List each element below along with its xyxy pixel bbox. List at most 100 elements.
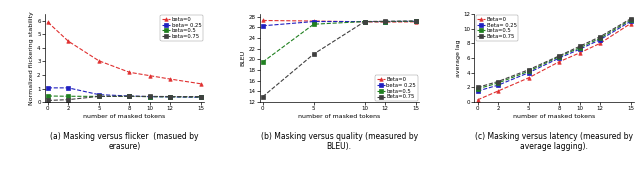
Y-axis label: Normalized flickering stability: Normalized flickering stability: [29, 11, 35, 105]
Beta=0: [310, 20, 317, 22]
beta=0: [197, 83, 205, 85]
beta= 0.25: [146, 96, 154, 98]
Beta=0: [596, 42, 604, 45]
Text: (a) Masking versus flicker  (masued by
erasure): (a) Masking versus flicker (masued by er…: [50, 132, 198, 151]
beta=0.5: [310, 23, 317, 25]
Line: beta= 0.25: beta= 0.25: [261, 20, 417, 28]
beta= 0.25: [166, 96, 174, 98]
X-axis label: number of masked tokens: number of masked tokens: [513, 114, 595, 119]
beta= 0.25: [259, 25, 266, 27]
beta=0.5: [576, 47, 584, 49]
Beta=0.75: [361, 20, 369, 23]
beta=0.5: [361, 20, 369, 23]
beta= 0.25: [310, 20, 317, 23]
beta=0.5: [44, 95, 52, 97]
Line: Beta=0.75: Beta=0.75: [261, 19, 417, 99]
beta=0.5: [381, 20, 389, 23]
beta=0.5: [596, 37, 604, 39]
Beta=0.75: [576, 45, 584, 47]
beta=0.5: [197, 96, 205, 98]
beta=0.5: [627, 19, 634, 21]
beta=0.5: [556, 56, 563, 58]
Line: beta=0.75: beta=0.75: [46, 95, 203, 102]
beta= 0.25: [197, 96, 205, 98]
beta=0.75: [125, 95, 133, 97]
Beta=0.75: [525, 69, 532, 71]
Beta=0: [627, 23, 634, 25]
Legend: Beta=0, beta= 0.25, beta=0.5, Beta=0.75: Beta=0, beta= 0.25, beta=0.5, Beta=0.75: [375, 76, 418, 101]
beta=0.75: [197, 96, 205, 98]
Line: Beta=0: Beta=0: [476, 22, 632, 102]
Line: Beta=0.75: Beta=0.75: [476, 17, 632, 89]
Y-axis label: average lag: average lag: [456, 39, 461, 77]
Beta=0: [525, 77, 532, 79]
Line: beta=0: beta=0: [46, 20, 203, 86]
Beta=0: [381, 21, 389, 23]
beta=0: [44, 21, 52, 23]
Beta=0.75: [381, 20, 389, 22]
Text: (c) Masking versus latency (measured by
average lagging).: (c) Masking versus latency (measured by …: [475, 132, 633, 151]
Beta= 0.25: [474, 90, 481, 92]
beta=0: [166, 78, 174, 80]
Beta= 0.25: [494, 84, 502, 86]
Line: Beta=0: Beta=0: [261, 19, 417, 24]
Beta=0: [556, 61, 563, 63]
beta=0.75: [166, 95, 174, 98]
beta=0.5: [125, 95, 133, 98]
beta= 0.25: [361, 20, 369, 23]
Beta=0: [474, 99, 481, 101]
beta=0.5: [259, 61, 266, 63]
beta= 0.25: [65, 87, 72, 89]
beta=0: [95, 60, 102, 62]
beta=0.75: [95, 95, 102, 98]
beta= 0.25: [381, 20, 389, 23]
Text: (b) Masking versus quality (measured by
BLEU).: (b) Masking versus quality (measured by …: [260, 132, 418, 151]
beta=0.5: [146, 96, 154, 98]
Beta=0: [361, 21, 369, 23]
Legend: beta=0, beta= 0.25, beta=0.5, beta=0.75: beta=0, beta= 0.25, beta=0.5, beta=0.75: [161, 15, 203, 41]
beta= 0.25: [412, 20, 420, 22]
beta=0: [65, 40, 72, 42]
Beta=0.75: [474, 86, 481, 89]
Line: beta=0.5: beta=0.5: [261, 20, 417, 64]
beta=0.75: [146, 95, 154, 98]
beta=0.5: [525, 70, 532, 72]
Line: beta=0.5: beta=0.5: [46, 94, 203, 99]
Line: beta=0.5: beta=0.5: [476, 18, 632, 91]
Beta=0.75: [556, 55, 563, 57]
beta= 0.25: [95, 94, 102, 96]
Beta= 0.25: [596, 39, 604, 41]
beta= 0.25: [44, 87, 52, 89]
beta=0.75: [65, 99, 72, 101]
beta=0.5: [474, 88, 481, 90]
Beta= 0.25: [576, 48, 584, 50]
Beta=0: [259, 19, 266, 21]
Beta=0.75: [310, 53, 317, 55]
Line: Beta= 0.25: Beta= 0.25: [476, 20, 632, 93]
Beta=0.75: [259, 96, 266, 98]
Y-axis label: BLEU: BLEU: [241, 50, 246, 66]
Beta= 0.25: [556, 57, 563, 59]
beta=0.5: [65, 95, 72, 97]
beta=0.5: [494, 82, 502, 84]
Beta=0: [576, 52, 584, 54]
Line: beta= 0.25: beta= 0.25: [46, 86, 203, 99]
Beta=0.75: [412, 20, 420, 22]
beta=0.5: [95, 95, 102, 98]
X-axis label: number of masked tokens: number of masked tokens: [83, 114, 166, 119]
Beta=0.75: [627, 18, 634, 20]
beta= 0.25: [125, 95, 133, 97]
Beta= 0.25: [627, 20, 634, 23]
Beta=0: [494, 90, 502, 92]
X-axis label: number of masked tokens: number of masked tokens: [298, 114, 380, 119]
Beta=0: [412, 21, 420, 23]
beta=0: [125, 71, 133, 73]
Beta=0.75: [596, 36, 604, 38]
Beta=0.75: [494, 80, 502, 83]
beta=0.75: [44, 99, 52, 102]
Beta= 0.25: [525, 72, 532, 74]
beta=0.5: [412, 20, 420, 22]
beta=0: [146, 75, 154, 77]
beta=0.5: [166, 96, 174, 98]
Legend: Beta=0, Beta= 0.25, beta=0.5, Beta=0.75: Beta=0, Beta= 0.25, beta=0.5, Beta=0.75: [476, 15, 518, 41]
